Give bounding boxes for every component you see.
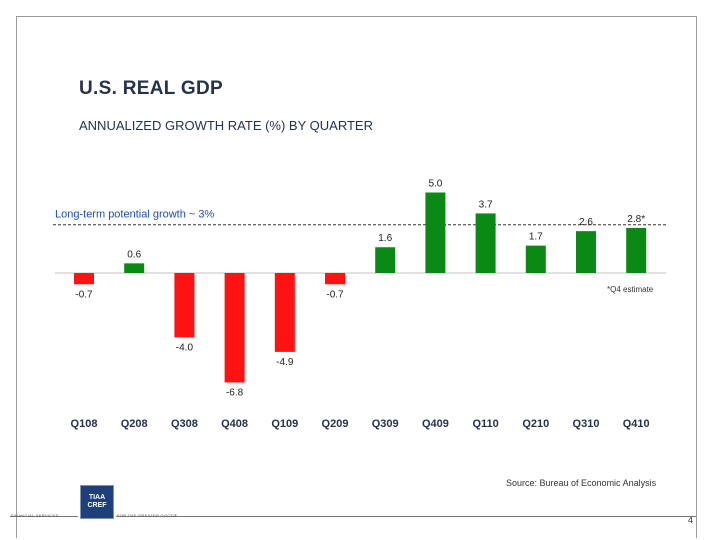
category-label-Q209: Q209 [322, 418, 349, 430]
bar-Q410 [626, 227, 647, 273]
category-label-Q409: Q409 [422, 418, 449, 430]
category-label-Q110: Q110 [472, 418, 498, 430]
data-label-Q309: 1.6 [378, 233, 392, 244]
data-label-Q408: -6.8 [226, 387, 244, 398]
footer-tagline-right: FOR THE GREATER GOOD® [117, 513, 178, 518]
estimate-note: *Q4 estimate [607, 285, 654, 294]
category-label-Q210: Q210 [522, 418, 549, 430]
bar-Q310 [576, 231, 596, 273]
bar-Q408 [224, 273, 245, 383]
category-label-Q109: Q109 [271, 418, 298, 430]
category-label-Q310: Q310 [573, 418, 600, 430]
chart-subtitle: ANNUALIZED GROWTH RATE (%) BY QUARTER [79, 118, 373, 133]
data-label-Q409: 5.0 [428, 179, 442, 190]
logo-line-2: CREF [87, 502, 107, 509]
data-label-Q209: -0.7 [326, 289, 344, 300]
chart-title: U.S. REAL GDP [79, 78, 223, 99]
data-label-Q310: 2.6 [579, 217, 593, 228]
bar-Q208 [124, 263, 145, 273]
category-label-Q410: Q410 [623, 418, 650, 430]
data-label-Q108: -0.7 [75, 289, 93, 300]
category-label-Q408: Q408 [221, 418, 248, 430]
footer-rule-right [116, 516, 176, 517]
bar-Q409 [425, 192, 446, 273]
category-label-Q308: Q308 [171, 418, 198, 430]
data-label-Q208: 0.6 [127, 249, 141, 260]
data-label-Q308: -4.0 [176, 342, 194, 353]
footer-tagline-left: FINANCIAL SERVICES [11, 513, 59, 518]
data-label-Q410: 2.8* [627, 214, 645, 225]
logo-line-1: TIAA [88, 494, 106, 501]
footer-rule-long [176, 516, 696, 517]
tiaa-cref-logo: TIAA CREF [80, 485, 114, 519]
footer-rule-left [10, 516, 78, 517]
data-label-Q110: 3.7 [479, 199, 493, 210]
bar-Q108 [74, 273, 94, 285]
data-label-Q109: -4.9 [276, 357, 294, 368]
slide-frame [16, 16, 697, 538]
category-label-Q309: Q309 [372, 418, 399, 430]
reference-line-label: Long-term potential growth ~ 3% [55, 209, 215, 221]
bar-Q110 [475, 213, 496, 273]
data-label-Q210: 1.7 [529, 232, 543, 243]
bar-Q209 [325, 273, 345, 285]
category-label-Q108: Q108 [71, 418, 98, 430]
bar-Q308 [174, 273, 195, 338]
bar-Q109 [274, 273, 295, 352]
category-label-Q208: Q208 [121, 418, 148, 430]
bar-Q309 [375, 247, 396, 273]
bar-Q210 [525, 245, 546, 273]
page-number: 4 [688, 515, 694, 525]
source-note: Source: Bureau of Economic Analysis [506, 478, 657, 488]
